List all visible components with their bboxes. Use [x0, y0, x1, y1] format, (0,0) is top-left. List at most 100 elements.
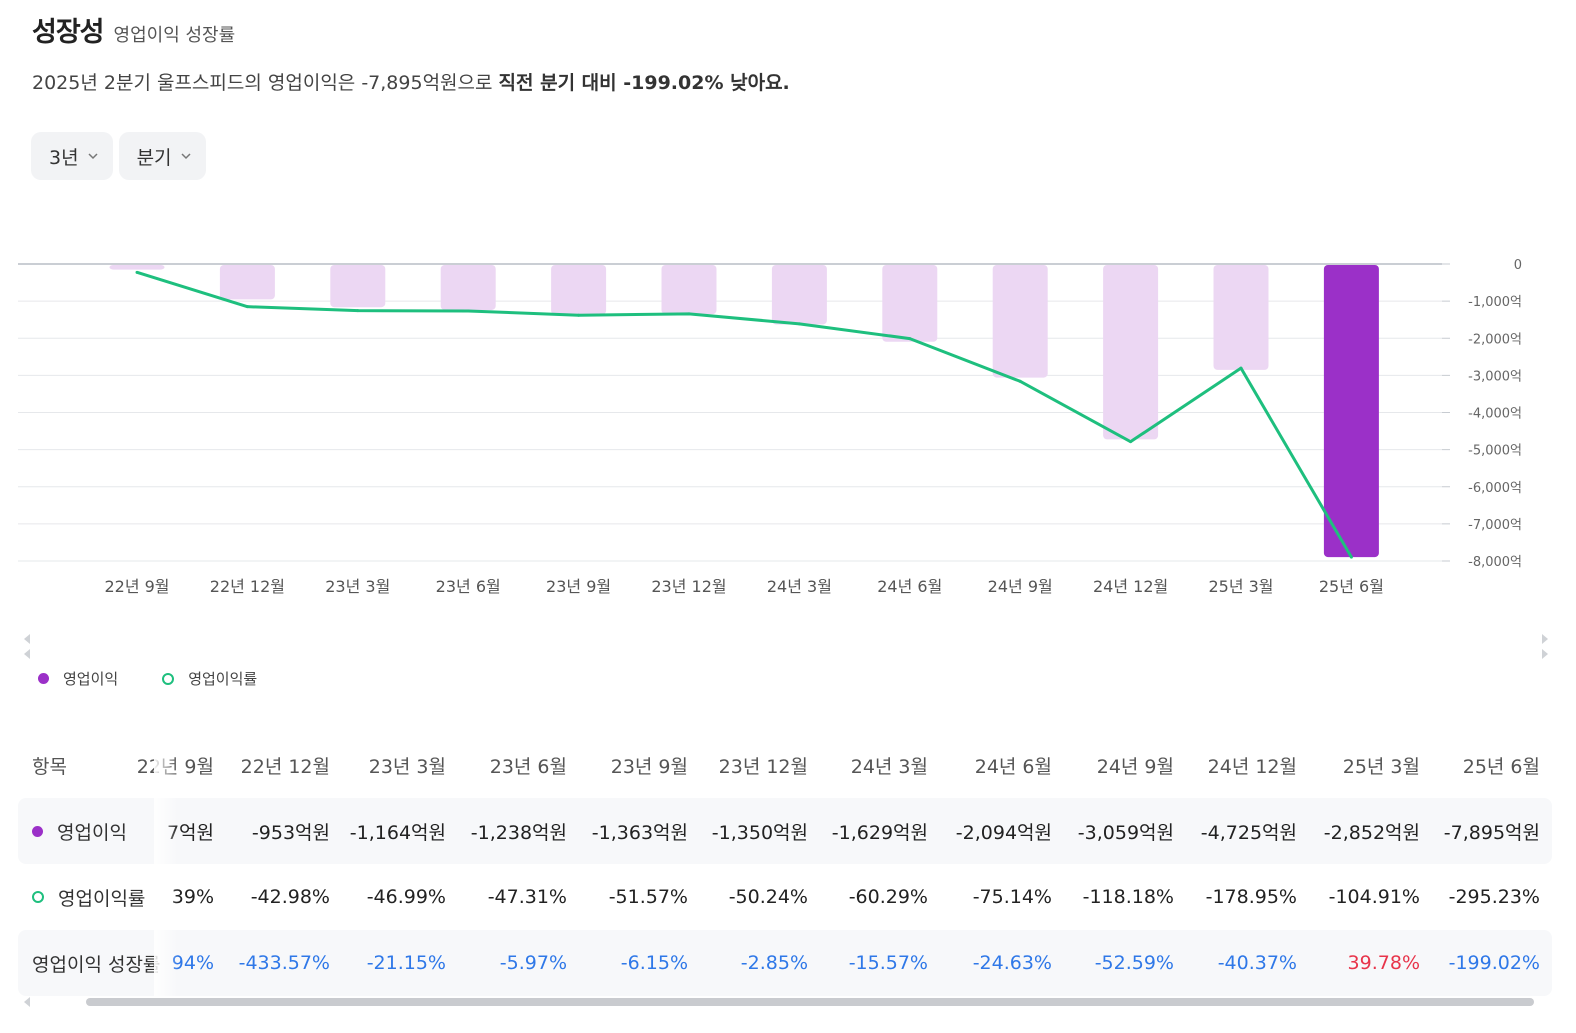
y-tick-label: -8,000억: [1468, 555, 1522, 570]
chart-scroll-right-icon[interactable]: [1542, 649, 1548, 659]
x-tick-label: 25년 6월: [1319, 577, 1384, 596]
chevron-down-icon: [88, 153, 98, 160]
table-cell: -1,164억원: [349, 821, 446, 844]
table-cell: 94%: [171, 952, 214, 974]
table-cell: -42.98%: [250, 886, 330, 908]
bar-operating-profit: [330, 265, 386, 308]
table-cell: -433.57%: [238, 952, 330, 974]
table-cell: -953억원: [251, 821, 330, 844]
table-cell: -1,363억원: [591, 821, 688, 844]
period-value: 3년: [49, 146, 79, 169]
table-cell: -6.15%: [620, 952, 688, 974]
y-tick-label: -7,000억: [1468, 518, 1522, 533]
line-operating-margin: [136, 270, 1353, 558]
period-dropdown[interactable]: 3년: [31, 132, 113, 180]
y-tick-label: -3,000억: [1468, 369, 1522, 384]
page-subtitle: 영업이익 성장률: [113, 25, 236, 46]
chart-scroll-left-icon[interactable]: [24, 634, 30, 644]
table-cell: -75.14%: [972, 886, 1052, 908]
table-cell: -7,895억원: [1443, 821, 1540, 844]
table-column-header: 24년 12월: [1207, 755, 1297, 778]
table-column-header: 23년 9월: [610, 755, 688, 778]
x-tick-label: 23년 9월: [546, 577, 611, 596]
table-cell: -2,094억원: [955, 821, 1052, 844]
row-label-text: 영업이익: [57, 821, 127, 844]
table-cell: -47.31%: [487, 886, 567, 908]
filled-dot-icon: [32, 825, 43, 837]
x-tick-label: 23년 6월: [436, 577, 501, 596]
bar-operating-profit: [1323, 265, 1379, 558]
table-cell: -4,725억원: [1200, 821, 1297, 844]
table-cell: -60.29%: [848, 886, 928, 908]
legend-item-operating-margin: 영업이익률: [162, 668, 257, 689]
y-tick-label: -4,000억: [1468, 407, 1522, 422]
chevron-down-icon: [181, 153, 191, 160]
y-tick-label: -5,000억: [1468, 444, 1522, 459]
x-tick-label: 22년 12월: [210, 577, 285, 596]
table-cell: -5.97%: [499, 952, 567, 974]
bar-operating-profit: [440, 265, 496, 310]
table-cell: -24.63%: [972, 952, 1052, 974]
table-cell: -1,350억원: [711, 821, 808, 844]
legend-item-operating-profit: 영업이익: [38, 668, 118, 689]
bar-operating-profit: [882, 265, 938, 342]
line-point-operating-margin: [908, 337, 912, 341]
table-scroll-left-icon[interactable]: [24, 997, 30, 1007]
table-cell: -1,238억원: [470, 821, 567, 844]
line-point-operating-margin: [245, 305, 249, 309]
ring-dot-icon: [32, 891, 44, 903]
table-column-header: 25년 6월: [1462, 755, 1540, 778]
table-row: 영업이익 7억원 -953억원 -1,164억원 -1,238억원 -1,363억원 -1,…: [18, 798, 1552, 864]
table-cell: -104.91%: [1328, 886, 1420, 908]
chart-scroll-right-icon[interactable]: [1542, 634, 1548, 644]
table-cell: -2.85%: [740, 952, 808, 974]
table-column-header: 23년 6월: [489, 755, 567, 778]
table-cell: -1,629억원: [831, 821, 928, 844]
x-tick-label: 24년 12월: [1093, 577, 1168, 596]
line-point-operating-margin: [797, 322, 801, 326]
x-tick-label: 24년 3월: [767, 577, 832, 596]
table-row: 영업이익률 39% -42.98% -46.99% -47.31% -51.57% -50.…: [18, 864, 1552, 930]
table-scroll-fade: [154, 732, 178, 996]
row-label-text: 영업이익 성장률: [32, 953, 161, 976]
table-cell: -295.23%: [1448, 886, 1540, 908]
table-cell: -51.57%: [608, 886, 688, 908]
chart-scroll-left-icon[interactable]: [24, 649, 30, 659]
bar-operating-profit: [661, 265, 717, 315]
bar-operating-profit: [109, 265, 165, 270]
x-tick-label: 23년 3월: [325, 577, 390, 596]
table-cell: -40.37%: [1217, 952, 1297, 974]
legend-label: 영업이익률: [188, 670, 258, 688]
table-column-header: 22년 12월: [240, 755, 330, 778]
table-cell: -118.18%: [1082, 886, 1174, 908]
y-tick-label: 0: [1514, 258, 1522, 273]
line-point-operating-margin: [356, 309, 360, 313]
x-tick-label: 24년 9월: [988, 577, 1053, 596]
y-tick-label: -6,000억: [1468, 481, 1522, 496]
row-label: 영업이익률: [32, 864, 156, 930]
table-column-header: 24년 6월: [974, 755, 1052, 778]
interval-value: 분기: [136, 146, 172, 169]
table-cell: 39%: [171, 886, 214, 908]
table-cell: -15.57%: [848, 952, 928, 974]
bar-operating-profit: [551, 265, 607, 315]
interval-dropdown[interactable]: 분기: [118, 132, 206, 180]
filled-dot-icon: [38, 673, 49, 684]
y-tick-label: -1,000억: [1468, 295, 1522, 310]
table-scrollbar[interactable]: [86, 998, 1534, 1006]
table-cell: -21.15%: [366, 952, 446, 974]
table-cell: -2,852억원: [1323, 821, 1420, 844]
section-title: 성장성 영업이익 성장률: [32, 10, 235, 49]
legend-label: 영업이익: [63, 670, 119, 688]
x-tick-label: 23년 12월: [651, 577, 726, 596]
bar-operating-profit: [771, 265, 827, 325]
table-header-label: 항목: [32, 732, 77, 798]
ring-dot-icon: [162, 672, 175, 685]
table-column-header: 25년 3월: [1342, 755, 1420, 778]
row-label: 영업이익 성장률: [32, 930, 171, 996]
table-cell: 7억원: [166, 821, 214, 844]
line-point-operating-margin: [135, 270, 139, 274]
x-tick-label: 24년 6월: [877, 577, 942, 596]
